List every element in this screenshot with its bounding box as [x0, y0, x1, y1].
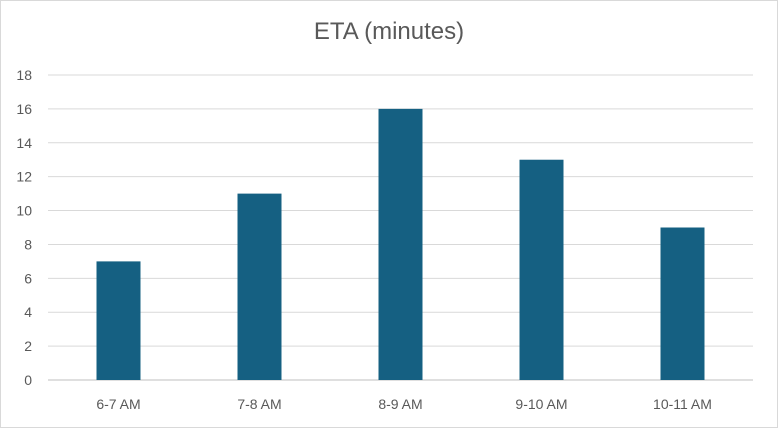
- bar-6-7-am: [96, 261, 141, 380]
- bar-10-11-am: [660, 227, 705, 380]
- bar-8-9-am: [378, 108, 423, 380]
- x-tick-label: 7-8 AM: [237, 396, 281, 412]
- y-tick-label: 2: [24, 338, 32, 354]
- x-tick-label: 9-10 AM: [515, 396, 567, 412]
- y-tick-label: 6: [24, 270, 32, 286]
- bar-9-10-am: [519, 159, 564, 380]
- x-tick-label: 6-7 AM: [96, 396, 140, 412]
- y-tick-label: 12: [16, 169, 32, 185]
- x-axis-ticks: 6-7 AM 7-8 AM 8-9 AM 9-10 AM 10-11 AM: [96, 396, 712, 412]
- y-tick-label: 0: [24, 372, 32, 388]
- y-tick-label: 14: [16, 135, 32, 151]
- y-tick-label: 16: [16, 101, 32, 117]
- y-tick-label: 18: [16, 67, 32, 83]
- y-tick-label: 10: [16, 203, 32, 219]
- x-tick-label: 8-9 AM: [378, 396, 422, 412]
- y-tick-label: 4: [24, 304, 32, 320]
- bars: [96, 108, 705, 380]
- chart-title: ETA (minutes): [313, 18, 465, 45]
- y-axis-ticks: 0 2 4 6 8 10 12 14 16 18: [16, 67, 32, 388]
- bar-7-8-am: [237, 193, 282, 380]
- x-tick-label: 10-11 AM: [653, 396, 712, 412]
- y-tick-label: 8: [24, 236, 32, 252]
